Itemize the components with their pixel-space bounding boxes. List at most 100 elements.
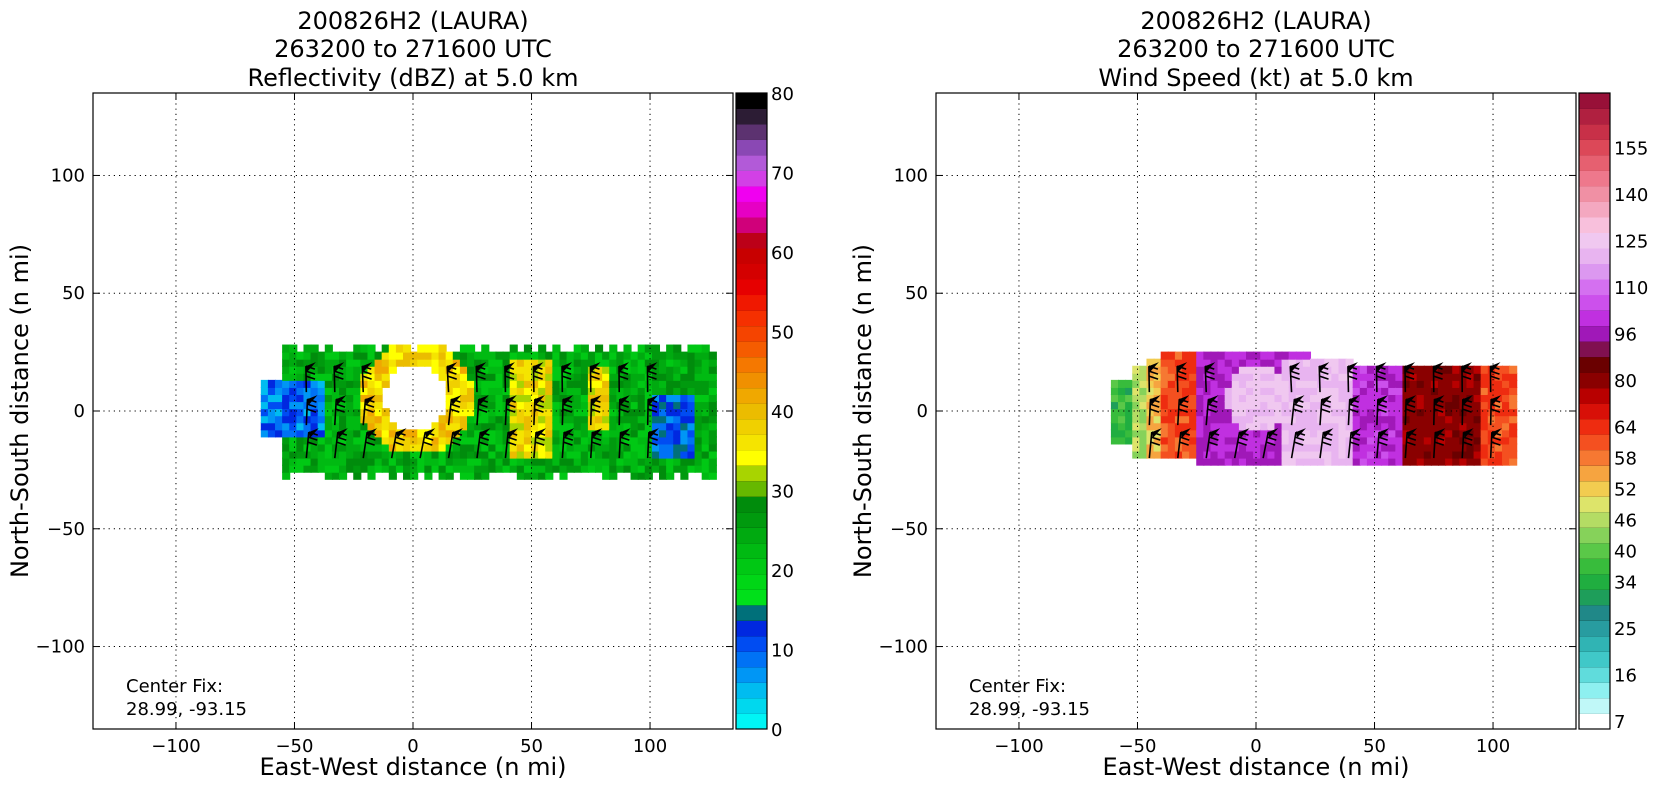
field-cell (324, 344, 333, 353)
field-cell (303, 429, 312, 438)
field-cell (417, 464, 426, 473)
field-cell (1324, 372, 1333, 381)
field-cell (531, 379, 540, 388)
field-cell (573, 429, 582, 438)
field-cell (1281, 379, 1290, 388)
wind-barb (561, 428, 575, 459)
field-cell (424, 351, 433, 360)
field-cell (1345, 422, 1354, 431)
colorbar-tick-label: 7 (1614, 712, 1625, 733)
field-cell (1288, 351, 1297, 360)
field-cell (367, 464, 376, 473)
field-cell (495, 365, 504, 374)
field-cell (1331, 358, 1340, 367)
colorbar-bin (1579, 682, 1610, 699)
field-cell (1160, 443, 1169, 452)
x-axis-label: East-West distance (n mi) (1102, 753, 1409, 781)
grid (93, 93, 733, 729)
field-cell (431, 457, 440, 466)
wind-barb (1461, 428, 1474, 459)
field-cell (651, 457, 661, 466)
field-cell (701, 429, 710, 438)
field-cell (488, 372, 497, 381)
field-cell (1374, 450, 1383, 459)
field-cell (1125, 422, 1134, 431)
field-cell (445, 457, 454, 466)
field-cell (523, 471, 533, 480)
field-cell (1224, 422, 1233, 431)
colorbar-bin (736, 589, 767, 606)
field-cell (1502, 429, 1511, 438)
field-cell (687, 415, 696, 424)
field-cell (616, 415, 625, 424)
field-cell (289, 464, 298, 473)
field-cell (1445, 401, 1454, 410)
field-cell (1324, 436, 1333, 445)
colorbar-bin (1579, 186, 1610, 202)
field-cell (388, 344, 397, 353)
field-cell (438, 429, 447, 438)
field-cell (566, 457, 575, 466)
field-cell (1167, 386, 1176, 396)
field-cell (651, 429, 661, 438)
field-cell (282, 365, 291, 374)
field-cell (1132, 415, 1141, 424)
field-cell (580, 436, 589, 445)
field-cell (1473, 372, 1482, 381)
field-cell (317, 457, 326, 466)
field-cell (538, 457, 547, 466)
field-cell (1189, 372, 1198, 381)
field-cell (1295, 450, 1304, 459)
field-cell (609, 379, 618, 388)
field-cell (346, 415, 355, 424)
field-cell (1324, 443, 1333, 452)
colorbar-tick-label: 46 (1614, 511, 1637, 532)
field-cell (701, 372, 710, 381)
field-cell (1253, 408, 1262, 417)
field-cell (559, 351, 568, 360)
field-cell (651, 464, 661, 473)
field-cell (1118, 422, 1127, 431)
field-cell (1416, 372, 1425, 381)
field-cell (1310, 422, 1319, 431)
field-cell (545, 436, 554, 445)
field-cell (623, 436, 632, 445)
field-cell (1174, 351, 1184, 360)
colorbar-bin (736, 558, 767, 575)
field-cell (1438, 394, 1447, 403)
field-cell (708, 358, 717, 367)
field-cell (467, 450, 476, 459)
field-cell (637, 358, 646, 367)
colorbar-tick-label: 70 (771, 164, 794, 185)
field-cell (1466, 457, 1475, 466)
field-cell (1267, 457, 1276, 466)
field-cell (1238, 422, 1248, 431)
field-cell (595, 351, 604, 360)
field-cell (580, 386, 589, 396)
colorbar-bin (736, 341, 767, 358)
field-cell (1473, 422, 1482, 431)
field-cell (367, 422, 376, 431)
field-cell (1416, 401, 1425, 410)
field-cell (644, 344, 653, 353)
field-cell (1438, 457, 1447, 466)
field-cell (1182, 422, 1191, 431)
field-cell (381, 429, 390, 438)
field-cell (481, 450, 490, 459)
field-cell (1217, 429, 1226, 438)
field-cell (1246, 422, 1255, 431)
field-cell (1352, 379, 1361, 388)
field-cell (538, 379, 547, 388)
field-cell (1139, 379, 1148, 388)
field-cell (1502, 379, 1511, 388)
field-cell (1459, 457, 1468, 466)
wind-barb (419, 428, 436, 459)
field-cell (1302, 358, 1312, 367)
field-cell (1110, 422, 1120, 431)
field-cell (1345, 386, 1354, 396)
field-cell (1366, 401, 1376, 410)
field-cell (1338, 415, 1347, 424)
field-cell (516, 408, 525, 417)
field-cell (609, 464, 618, 473)
